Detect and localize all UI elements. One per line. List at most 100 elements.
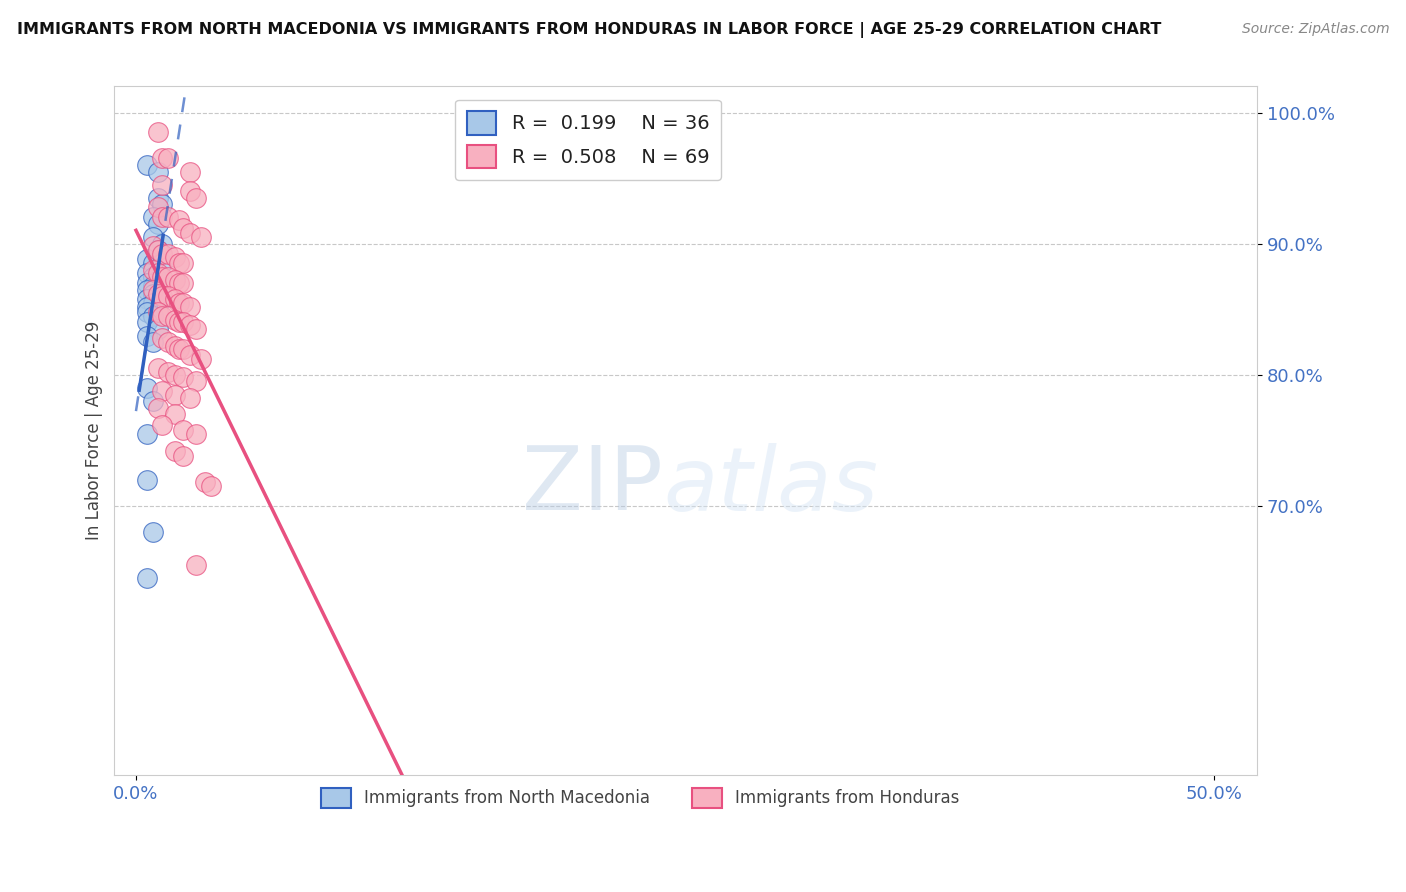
Point	[150, 211, 173, 225]
Point	[135, 381, 157, 395]
Point	[172, 295, 194, 310]
Point	[146, 244, 169, 258]
Point	[150, 309, 173, 323]
Point	[163, 339, 186, 353]
Point	[163, 407, 186, 421]
Point	[135, 426, 157, 441]
Point	[186, 426, 208, 441]
Point	[142, 256, 165, 270]
Point	[157, 152, 180, 166]
Point	[142, 525, 165, 540]
Point	[142, 278, 165, 293]
Point	[135, 300, 157, 314]
Point	[194, 475, 217, 490]
Point	[146, 322, 169, 336]
Point	[172, 342, 194, 356]
Point	[172, 449, 194, 463]
Y-axis label: In Labor Force | Age 25-29: In Labor Force | Age 25-29	[86, 321, 103, 541]
Point	[186, 322, 208, 336]
Point	[179, 164, 201, 178]
Point	[135, 328, 157, 343]
Point	[150, 256, 173, 270]
Point	[172, 370, 194, 384]
Point	[146, 266, 169, 280]
Point	[150, 197, 173, 211]
Point	[146, 191, 169, 205]
Point	[157, 289, 180, 303]
Point	[157, 269, 180, 284]
Point	[146, 305, 169, 319]
Point	[142, 239, 165, 253]
Point	[135, 276, 157, 290]
Point	[135, 283, 157, 297]
Point	[142, 394, 165, 409]
Point	[190, 352, 212, 367]
Point	[146, 164, 169, 178]
Point	[186, 191, 208, 205]
Point	[142, 230, 165, 244]
Point	[172, 315, 194, 329]
Point	[163, 444, 186, 458]
Point	[163, 292, 186, 306]
Point	[179, 300, 201, 314]
Point	[163, 387, 186, 401]
Point	[142, 283, 165, 297]
Point	[135, 158, 157, 172]
Text: Source: ZipAtlas.com: Source: ZipAtlas.com	[1241, 22, 1389, 37]
Point	[146, 401, 169, 415]
Point	[157, 334, 180, 349]
Point	[150, 289, 173, 303]
Point	[179, 392, 201, 406]
Point	[163, 250, 186, 264]
Point	[172, 221, 194, 235]
Point	[157, 211, 180, 225]
Point	[135, 305, 157, 319]
Point	[157, 247, 180, 261]
Point	[179, 226, 201, 240]
Point	[172, 276, 194, 290]
Point	[146, 273, 169, 287]
Point	[172, 256, 194, 270]
Point	[167, 315, 190, 329]
Point	[186, 375, 208, 389]
Point	[186, 558, 208, 572]
Point	[167, 276, 190, 290]
Point	[179, 348, 201, 362]
Point	[179, 318, 201, 332]
Point	[146, 244, 169, 258]
Point	[146, 361, 169, 376]
Point	[167, 295, 190, 310]
Point	[142, 269, 165, 284]
Point	[135, 315, 157, 329]
Point	[135, 292, 157, 306]
Point	[146, 286, 169, 301]
Point	[150, 417, 173, 432]
Point	[146, 217, 169, 231]
Point	[150, 152, 173, 166]
Point	[157, 365, 180, 379]
Point	[135, 252, 157, 267]
Point	[142, 263, 165, 277]
Point	[190, 230, 212, 244]
Point	[146, 200, 169, 214]
Legend: Immigrants from North Macedonia, Immigrants from Honduras: Immigrants from North Macedonia, Immigra…	[314, 781, 966, 814]
Point	[142, 334, 165, 349]
Point	[172, 423, 194, 437]
Point	[150, 292, 173, 306]
Point	[167, 213, 190, 227]
Point	[142, 295, 165, 310]
Point	[167, 256, 190, 270]
Point	[142, 286, 165, 301]
Point	[200, 479, 222, 493]
Point	[150, 178, 173, 192]
Point	[135, 473, 157, 487]
Point	[142, 211, 165, 225]
Text: atlas: atlas	[662, 442, 877, 529]
Text: ZIP: ZIP	[522, 442, 662, 529]
Point	[163, 312, 186, 326]
Point	[163, 273, 186, 287]
Point	[146, 125, 169, 139]
Point	[135, 571, 157, 585]
Point	[146, 289, 169, 303]
Point	[167, 342, 190, 356]
